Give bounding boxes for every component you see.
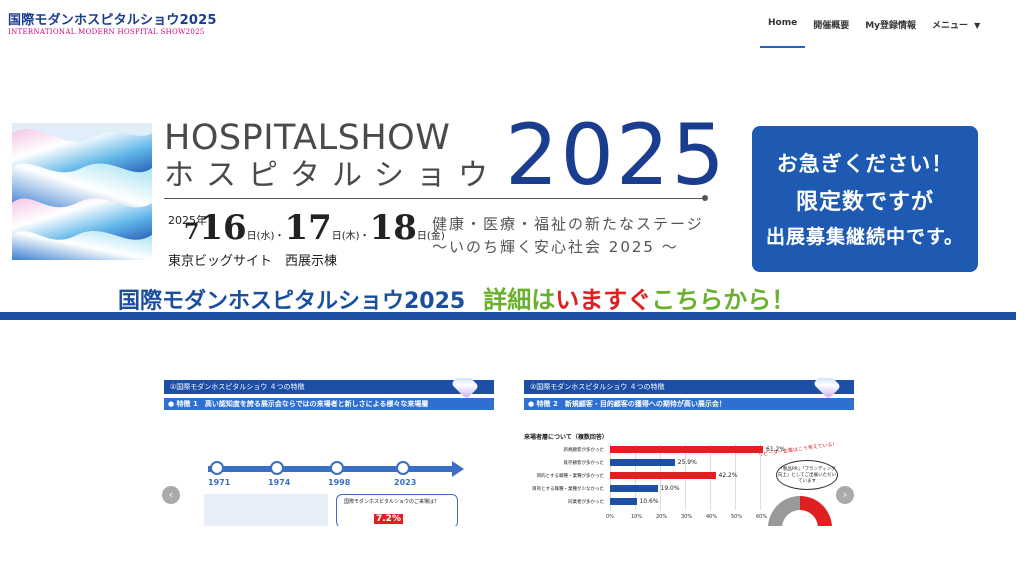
chart-bar [610, 498, 637, 505]
timeline-arrow-icon [452, 461, 464, 477]
divider-line [164, 198, 704, 199]
chart-axis-tick: 0% [606, 514, 614, 520]
date-sep-2: ・ [359, 231, 370, 242]
chart-axis-tick: 60% [756, 514, 768, 520]
site-logo[interactable]: 国際モダンホスピタルショウ2025 INTERNATIONAL MODERN H… [8, 14, 217, 37]
slide2-subheader: ● 特徴 2 新規顧客・目的顧客の獲得への期待が高い展示会！ [524, 398, 854, 410]
divider-dot [702, 195, 708, 201]
slide1-header: ①国際モダンホスピタルショウ ４つの特徴 [164, 380, 494, 394]
carousel-slide-1[interactable]: ①国際モダンホスピタルショウ ４つの特徴 ● 特徴 1 高い認知度を誇る展示会な… [164, 378, 498, 526]
tagline-line1: 健康・医療・福祉の新たなステージ [432, 215, 704, 233]
slide1-question-title: 国際モダンホスピタルショウのご来場は？ [344, 499, 440, 505]
slide1-image-box [204, 494, 328, 526]
timeline-year: 1974 [268, 478, 291, 487]
day-unit-3: 日 [416, 231, 427, 242]
cta-detail-part1: 詳細は [483, 286, 556, 314]
chart-axis-tick: 20% [656, 514, 668, 520]
chart-bar [610, 446, 763, 453]
dow-2: (木) [341, 231, 360, 242]
chart-bar [610, 485, 658, 492]
chart-bar-value: 42.2% [718, 472, 738, 479]
timeline-year: 1971 [208, 478, 231, 487]
date-day1: 16 [199, 208, 247, 248]
tagline-line2: ～いのち輝く安心社会 2025 ～ [432, 238, 679, 256]
feature-carousel: ①国際モダンホスピタルショウ ４つの特徴 ● 特徴 1 高い認知度を誇る展示会な… [160, 378, 860, 526]
chart-bar-value: 10.6% [639, 498, 659, 505]
chart-axis-tick: 30% [681, 514, 693, 520]
date-month: 7 [184, 219, 200, 245]
site-header: 国際モダンホスピタルショウ2025 INTERNATIONAL MODERN H… [0, 0, 1024, 48]
promo-line2: 限定数ですが [795, 190, 934, 215]
nav-menu[interactable]: メニュー ▼ [924, 0, 988, 48]
nav-home[interactable]: Home [760, 0, 806, 48]
speech-bubble: 「製品PR」「ブランディング向上」としてご出展いただいています [776, 460, 838, 490]
event-year: 2025 [505, 106, 727, 204]
cta-show-name: 国際モダンホスピタルショウ2025 [118, 289, 466, 314]
banner-bottom-bar [0, 312, 1016, 320]
date-day2: 17 [284, 208, 332, 248]
cta-detail-part2: いますぐ [555, 286, 652, 314]
timeline-dot [210, 461, 224, 475]
timeline-year: 2023 [394, 478, 417, 487]
date-sep-1: ・ [274, 231, 285, 242]
slide2-header: ②国際モダンホスピタルショウ ４つの特徴 [524, 380, 854, 394]
logo-sub-text: INTERNATIONAL MODERN HOSPITAL SHOW2025 [8, 28, 205, 36]
donut-chart [768, 496, 832, 526]
slide1-subheader: ● 特徴 1 高い認知度を誇る展示会ならではの来場者と新しさによる様々な来場層 [164, 398, 494, 410]
chevron-left-icon[interactable]: ‹ [162, 486, 180, 504]
event-venue: 東京ビッグサイト 西展示棟 [168, 254, 338, 269]
exhibitor-promo-box[interactable]: お急ぎください！ 限定数ですが 出展募集継続中です。 [752, 126, 978, 272]
chart-bar-value: 19.0% [660, 485, 680, 492]
chart-bar-label: 既存顧客が多かった [563, 461, 605, 466]
chart-axis-tick: 40% [706, 514, 718, 520]
timeline-dot [396, 461, 410, 475]
chart-axis-tick: 50% [731, 514, 743, 520]
chart-bar-label: 目的とする職種・業種が多かった [536, 474, 604, 479]
chart-bar-label: 目的とする職種・業種が少なかった [532, 487, 604, 492]
chevron-right-icon[interactable]: › [836, 486, 854, 504]
day-unit-1: 日 [246, 231, 257, 242]
chart-title: 来場者層について（複数回答） [524, 434, 608, 441]
nav-overview[interactable]: 開催概要 [813, 21, 850, 31]
chart-bar-value: 61.2% [766, 446, 786, 453]
chart-bar-label: 新規顧客が多かった [563, 448, 605, 453]
chart-gridline [735, 444, 736, 510]
nav-menu-label: メニュー [932, 21, 969, 31]
chart-bar-value: 25.9% [677, 459, 697, 466]
logo-main-text: 国際モダンホスピタルショウ2025 [8, 13, 217, 28]
timeline-year: 1998 [328, 478, 351, 487]
hero-banner[interactable]: HOSPITALSHOW ホスピタルショウ 2025 2025年 716日(水)… [0, 110, 1024, 322]
slide1-percent-badge: 7.2% [374, 514, 403, 524]
chart-gridline [760, 444, 761, 510]
chart-bar-label: 同業者が多かった [568, 500, 604, 505]
nav-my-registration[interactable]: My登録情報 [865, 21, 917, 31]
caret-down-icon: ▼ [974, 21, 981, 30]
slide1-question-box [336, 494, 458, 526]
banner-cta[interactable]: 国際モダンホスピタルショウ2025 詳細はいますぐこちらから！ [118, 280, 795, 315]
wave-art-graphic [12, 123, 152, 260]
date-year: 2025年 [168, 214, 207, 227]
chart-bar [610, 472, 716, 479]
promo-line1: お急ぎください！ [776, 152, 954, 176]
dow-3: (金) [426, 231, 445, 242]
promo-line3: 出展募集継続中です。 [765, 226, 965, 248]
chart-bar [610, 459, 675, 466]
day-unit-2: 日 [331, 231, 342, 242]
timeline-dot [270, 461, 284, 475]
chart-axis-tick: 10% [631, 514, 643, 520]
carousel-slide-2[interactable]: ②国際モダンホスピタルショウ ４つの特徴 ● 特徴 2 新規顧客・目的顧客の獲得… [524, 378, 858, 526]
main-nav: Home 開催概要 My登録情報 メニュー ▼ [760, 0, 988, 48]
dow-1: (水) [256, 231, 275, 242]
cta-detail-link: 詳細はいますぐこちらから！ [483, 286, 795, 314]
date-day3: 18 [369, 208, 417, 248]
cta-detail-part3: こちらから！ [651, 286, 796, 314]
timeline-dot [330, 461, 344, 475]
hospitalshow-title-jp: ホスピタルショウ [164, 158, 500, 193]
hospitalshow-title: HOSPITALSHOW [164, 118, 451, 158]
